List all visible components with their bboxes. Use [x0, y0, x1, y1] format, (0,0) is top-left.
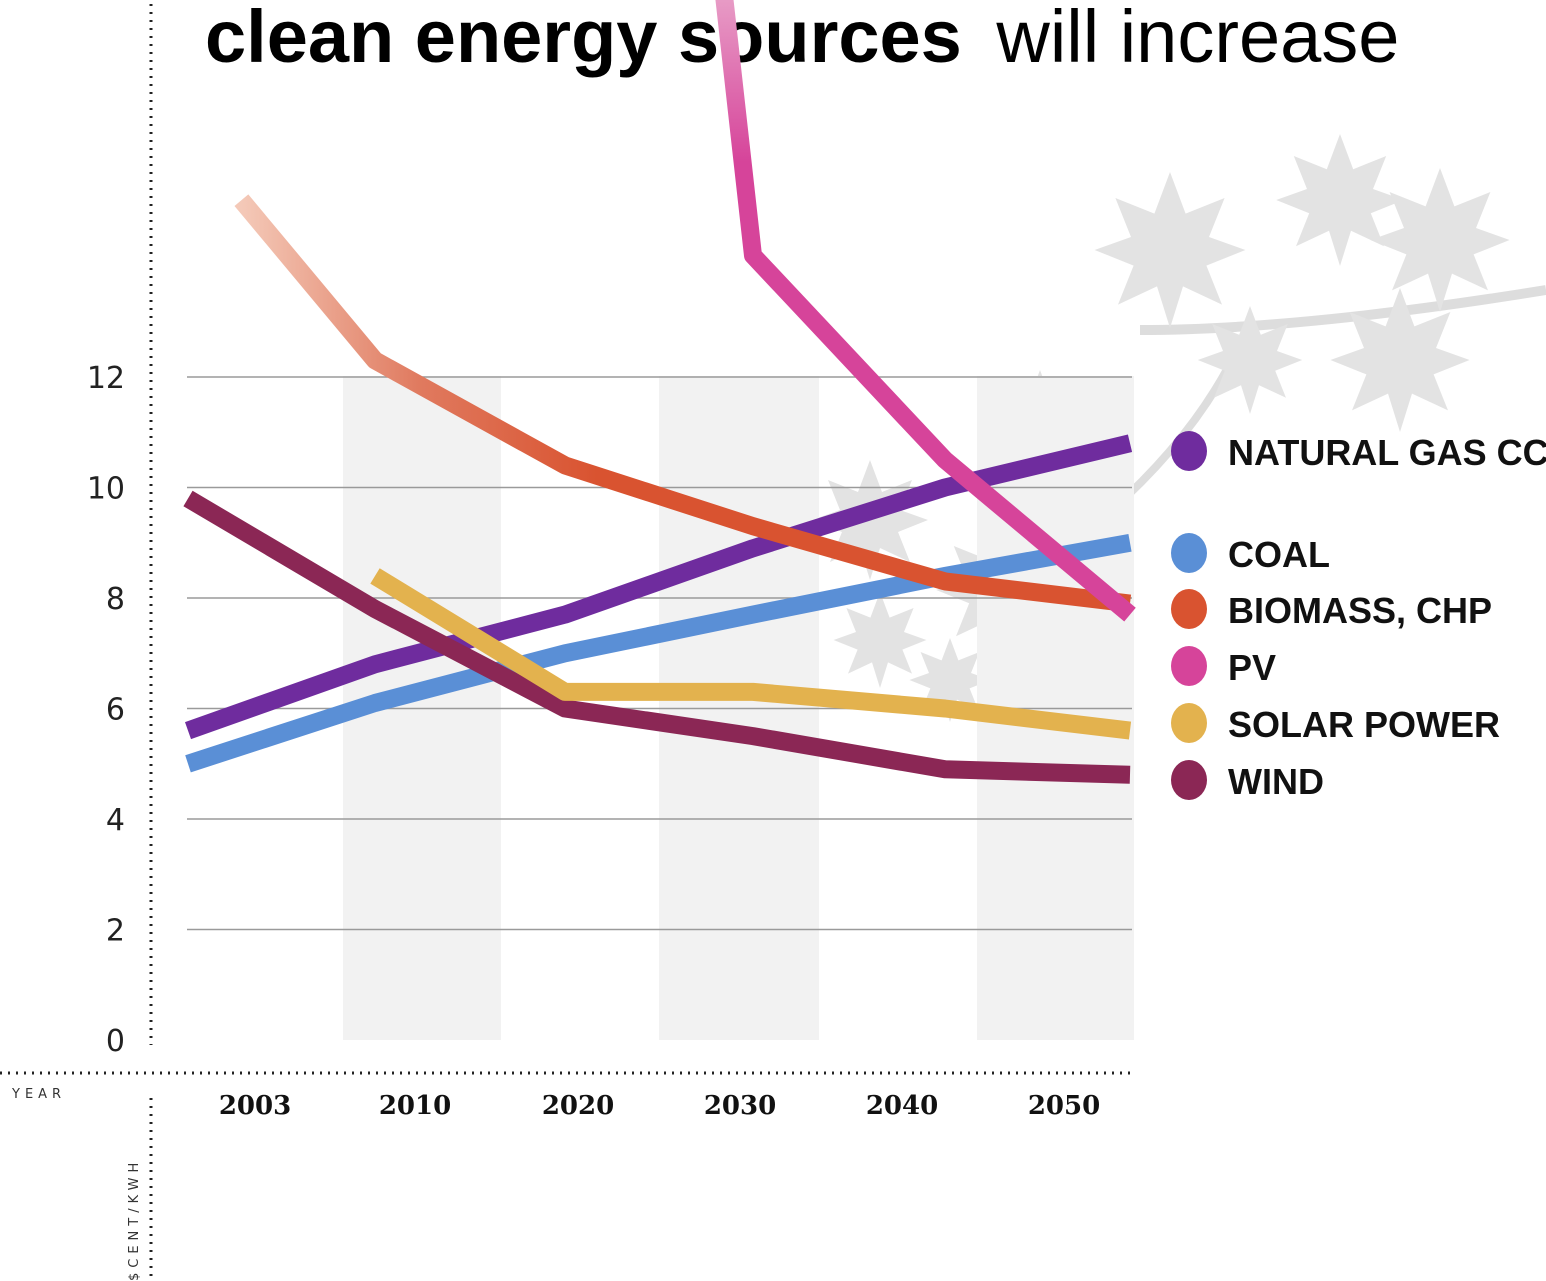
legend-marker: [1171, 703, 1207, 743]
series-line-coal: [185, 533, 1132, 773]
legend: NATURAL GAS CC COAL BIOMASS, CHP PV SOLAR PO…: [1171, 431, 1546, 802]
y-tick-labels: 0 2 4 6 8 10 12: [87, 361, 125, 1059]
y-tick-label: 6: [106, 693, 125, 728]
y-tick-label: 8: [106, 582, 125, 617]
y-tick-label: 2: [106, 914, 125, 949]
x-tick-label: 2003: [219, 1091, 291, 1121]
legend-marker: [1171, 589, 1207, 629]
y-tick-label: 12: [87, 361, 125, 396]
series-line-pv: [715, 0, 1136, 622]
series-lines: [183, 0, 1136, 784]
legend-marker: [1171, 646, 1207, 686]
y-tick-label: 4: [106, 803, 125, 838]
x-tick-label: 2040: [866, 1091, 938, 1121]
legend-marker: [1171, 431, 1207, 471]
x-tick-label: 2050: [1028, 1091, 1100, 1121]
series-line-wind: [183, 490, 1131, 784]
legend-marker: [1171, 533, 1207, 573]
x-tick-label: 2010: [379, 1091, 451, 1121]
y-tick-label: 0: [106, 1024, 125, 1059]
legend-label: PV: [1228, 647, 1276, 688]
legend-label: SOLAR POWER: [1228, 704, 1500, 745]
legend-label: NATURAL GAS CC: [1228, 432, 1546, 473]
legend-label: BIOMASS, CHP: [1228, 590, 1492, 631]
chart-title: clean energy sources will increase: [205, 0, 1399, 78]
x-tick-labels: 2003 2010 2020 2030 2040 2050: [219, 1091, 1100, 1121]
x-tick-label: 2020: [542, 1091, 614, 1121]
x-tick-label: 2030: [704, 1091, 776, 1121]
legend-marker: [1171, 760, 1207, 800]
y-tick-label: 10: [87, 472, 125, 507]
series-line-solar-power: [370, 568, 1132, 740]
series-line-biomass-chp: [234, 194, 1132, 613]
legend-label: COAL: [1228, 534, 1330, 575]
x-axis-label: YEAR: [11, 1087, 66, 1102]
legend-label: WIND: [1228, 761, 1324, 802]
y-axis-label: $CENT/KWH: [127, 1158, 142, 1281]
